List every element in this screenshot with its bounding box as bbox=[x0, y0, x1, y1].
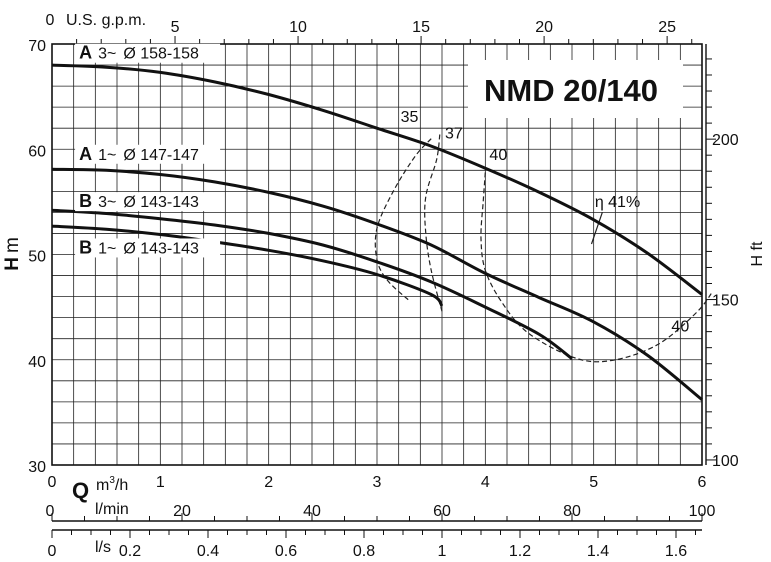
performance-curve-1 bbox=[51, 63, 703, 296]
efficiency-curve-1 bbox=[374, 138, 432, 302]
series-label-phase: 3~ bbox=[98, 46, 116, 63]
y-axis-label-letter: H bbox=[2, 257, 23, 271]
series-label-bg-3 bbox=[75, 192, 221, 212]
performance-curve-4 bbox=[51, 224, 444, 308]
series-label-impeller: Ø 158-158 bbox=[123, 46, 199, 63]
ls-tick-label: 0.6 bbox=[275, 543, 297, 560]
gpm-tick-label: 15 bbox=[412, 19, 430, 36]
series-label-2: A 1~ Ø 147-147 bbox=[79, 144, 199, 164]
ft-tick-label: 100 bbox=[712, 453, 739, 470]
ls-tick-label: 1 bbox=[438, 543, 447, 560]
series-label-model: B bbox=[79, 237, 92, 257]
efficiency-label-1: 35 bbox=[401, 109, 419, 126]
ls-tick-label: 0 bbox=[48, 543, 57, 560]
series-label-model: B bbox=[79, 191, 92, 211]
performance-curve-2 bbox=[51, 167, 703, 401]
y-axis-label: Hm bbox=[2, 237, 23, 271]
series-label-bg-2 bbox=[75, 144, 221, 164]
ls-tick-label: 1.2 bbox=[509, 543, 531, 560]
lmin-tick-label: 60 bbox=[433, 503, 451, 520]
lmin-tick-label: 80 bbox=[563, 503, 581, 520]
y-axis-label-unit: m bbox=[2, 237, 23, 253]
ls-tick-label: 0.4 bbox=[197, 543, 219, 560]
gpm-tick-label: 10 bbox=[289, 19, 307, 36]
lmin-tick-label: 0 bbox=[46, 503, 55, 520]
series-label-bg-1 bbox=[75, 43, 221, 63]
efficiency-label-2: 37 bbox=[445, 126, 463, 143]
series-label-phase: 3~ bbox=[98, 194, 116, 211]
chart-title: NMD 20/140 bbox=[484, 73, 658, 108]
gpm-tick-label: 5 bbox=[171, 19, 180, 36]
series-label-4: B 1~ Ø 143-143 bbox=[79, 237, 199, 257]
title-box bbox=[468, 60, 683, 118]
efficiency-curves bbox=[374, 134, 714, 363]
x-tick-label-m3h: 6 bbox=[698, 474, 707, 491]
x-unit-m3h-sup: 3 bbox=[109, 475, 115, 486]
lmin-tick-label: 100 bbox=[689, 503, 716, 520]
x-unit-m3h-rest: /h bbox=[115, 477, 128, 494]
y2-axis-label: H ft bbox=[749, 241, 766, 266]
y-tick-label: 40 bbox=[28, 354, 46, 371]
x-tick-label-m3h: 0 bbox=[48, 474, 57, 491]
y-tick-label: 50 bbox=[28, 249, 46, 266]
series-label-1: A 3~ Ø 158-158 bbox=[79, 43, 199, 63]
ls-tick-label: 1.6 bbox=[665, 543, 687, 560]
y-tick-label: 60 bbox=[28, 143, 46, 160]
performance-curve-3 bbox=[51, 208, 573, 360]
q-label: Q bbox=[72, 478, 89, 503]
gpm-tick-label: 0 bbox=[46, 12, 55, 29]
series-label-impeller: Ø 143-143 bbox=[123, 194, 199, 211]
ls-tick-label: 1.4 bbox=[587, 543, 609, 560]
x-unit-m3h-base: m bbox=[96, 477, 109, 494]
performance-curves bbox=[51, 63, 703, 401]
series-label-model: A bbox=[79, 43, 92, 63]
efficiency-label-4: η 41% bbox=[595, 194, 640, 211]
efficiency-label-5: 40 bbox=[671, 318, 689, 335]
plot-frame bbox=[51, 43, 703, 466]
series-label-phase: 1~ bbox=[98, 240, 116, 257]
ft-tick-label: 150 bbox=[712, 293, 739, 310]
gpm-tick-label: 25 bbox=[658, 19, 676, 36]
top-axis-label: U.S. g.p.m. bbox=[66, 12, 146, 29]
x-tick-label-m3h: 1 bbox=[156, 474, 165, 491]
x-tick-label-m3h: 2 bbox=[264, 474, 273, 491]
x-tick-label-m3h: 5 bbox=[589, 474, 598, 491]
efficiency-curve-3 bbox=[480, 172, 714, 363]
series-label-model: A bbox=[79, 144, 92, 164]
x-unit-ls: l/s bbox=[95, 539, 111, 556]
efficiency-curve-4 bbox=[590, 212, 603, 245]
series-label-impeller: Ø 147-147 bbox=[123, 147, 199, 164]
series-label-impeller: Ø 143-143 bbox=[123, 240, 199, 257]
x-unit-m3h: m3/h bbox=[96, 475, 128, 494]
gpm-tick-label: 20 bbox=[535, 19, 553, 36]
efficiency-label-3: 40 bbox=[489, 147, 507, 164]
lmin-tick-label: 20 bbox=[173, 503, 191, 520]
ft-tick-label: 200 bbox=[712, 132, 739, 149]
y-tick-label: 30 bbox=[28, 459, 46, 476]
x-tick-label-m3h: 4 bbox=[481, 474, 490, 491]
series-label-3: B 3~ Ø 143-143 bbox=[79, 191, 199, 211]
lmin-tick-label: 40 bbox=[303, 503, 321, 520]
ls-tick-label: 0.2 bbox=[119, 543, 141, 560]
x-unit-lmin: l/min bbox=[95, 501, 129, 518]
chart-labels: 35 37 40 η 41% 40 A 3~ Ø 158-158 A 1~ Ø 147-147 B 3~… bbox=[75, 43, 689, 335]
efficiency-curve-2 bbox=[424, 134, 443, 312]
y-tick-label: 70 bbox=[28, 38, 46, 55]
series-label-phase: 1~ bbox=[98, 147, 116, 164]
series-label-bg-4 bbox=[75, 238, 221, 258]
ls-tick-label: 0.8 bbox=[353, 543, 375, 560]
x-tick-label-m3h: 3 bbox=[373, 474, 382, 491]
